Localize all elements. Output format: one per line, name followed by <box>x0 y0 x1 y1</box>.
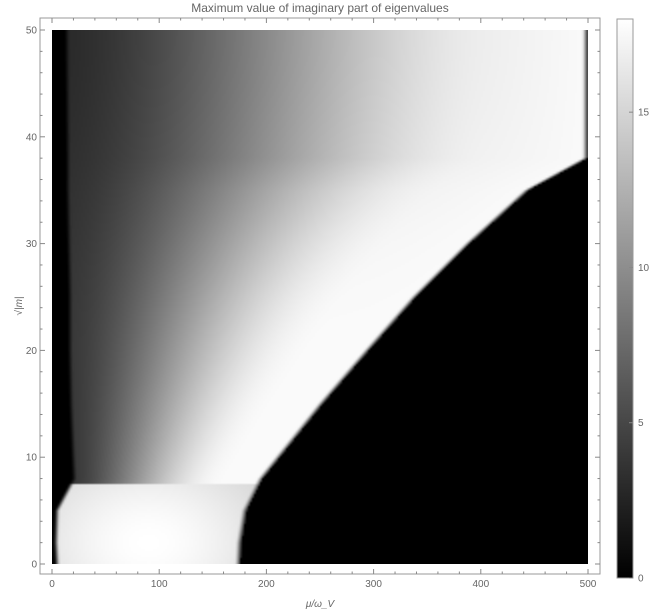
x-axis: 0 100 200 300 400 500 <box>49 18 597 590</box>
x-tick-label: 100 <box>151 579 168 590</box>
colorbar-tick-label: 0 <box>638 574 644 585</box>
y-tick-label: 20 <box>26 346 38 357</box>
x-tick-label: 300 <box>365 579 382 590</box>
y-tick-label: 50 <box>26 26 38 37</box>
x-tick-label: 500 <box>580 579 597 590</box>
y-tick-label: 30 <box>26 239 38 250</box>
colorbar-gradient <box>616 18 634 579</box>
y-axis-title: √|m| <box>13 296 25 315</box>
colorbar-tick-label: 5 <box>638 418 644 429</box>
y-axis: 0 10 20 30 40 50 <box>26 26 600 571</box>
colorbar-tick-label: 10 <box>638 263 650 274</box>
colorbar: 0 5 10 15 <box>616 18 650 585</box>
x-tick-label: 200 <box>258 579 275 590</box>
x-tick-label: 0 <box>49 579 55 590</box>
plot-area <box>39 17 601 575</box>
heatmap-image <box>52 30 588 564</box>
x-axis-title: μ/ω_V <box>305 599 336 610</box>
y-tick-label: 0 <box>31 560 37 571</box>
y-tick-label: 10 <box>26 453 38 464</box>
x-tick-label: 400 <box>472 579 489 590</box>
plot-frame <box>39 17 601 575</box>
y-tick-label: 40 <box>26 132 38 143</box>
colorbar-tick-label: 15 <box>638 108 650 119</box>
chart-title: Maximum value of imaginary part of eigen… <box>191 1 448 15</box>
colorbar-ticks: 0 5 10 15 <box>629 108 650 585</box>
